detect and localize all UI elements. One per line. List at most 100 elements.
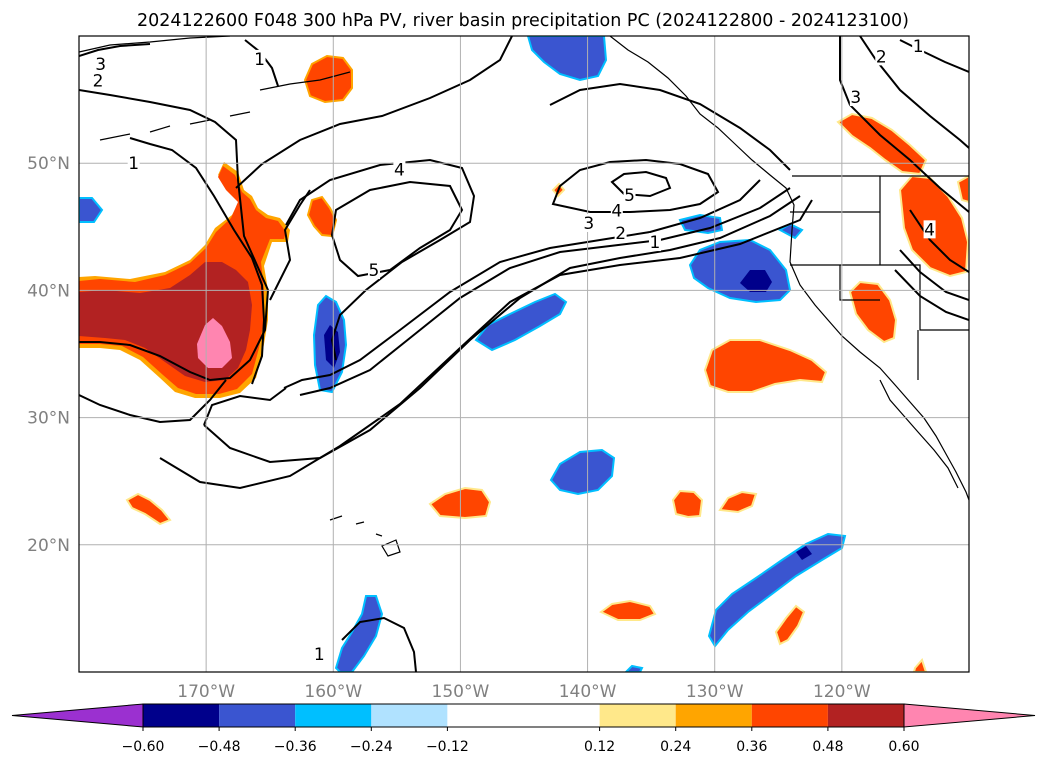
colorbar-segment bbox=[143, 704, 220, 727]
contour-label-background bbox=[367, 261, 380, 280]
colorbar-frame bbox=[142, 703, 905, 728]
baja-california-coastline bbox=[879, 379, 959, 489]
contour-label: 1 bbox=[254, 50, 265, 70]
pv-contour-line bbox=[79, 43, 151, 57]
contour-label-background bbox=[614, 224, 627, 243]
pv-contour-line bbox=[549, 82, 791, 171]
pv-contour-line bbox=[551, 158, 720, 213]
negative-anomaly-region bbox=[334, 595, 384, 672]
positive-anomaly-region bbox=[125, 492, 172, 526]
negative-anomaly-region bbox=[678, 213, 724, 235]
pv-contour-line bbox=[894, 209, 969, 321]
contour-label-background bbox=[923, 220, 936, 239]
pv-contour-line bbox=[899, 39, 969, 73]
colorbar-extend-high bbox=[903, 703, 1036, 728]
colorbar-tick-label: 0.60 bbox=[888, 739, 919, 755]
colorbar-tick-label: 0.36 bbox=[736, 739, 767, 755]
positive-anomaly-region bbox=[703, 339, 828, 393]
pv-contour-line bbox=[244, 39, 279, 87]
pv-contour-line bbox=[839, 36, 969, 213]
longitude-tick-label: 150°W bbox=[432, 682, 490, 702]
contour-label-background bbox=[875, 47, 888, 66]
latitude-tick-labels: 50°N 40°N 30°N 20°N bbox=[27, 154, 70, 556]
gridlines bbox=[79, 36, 969, 672]
negative-anomaly-region bbox=[474, 292, 568, 352]
longitude-tick-label: 130°W bbox=[686, 682, 744, 702]
colorbar-segment bbox=[599, 704, 676, 727]
contour-label-background bbox=[623, 186, 636, 204]
colorbar-extend-low bbox=[11, 703, 144, 728]
contour-label: 3 bbox=[95, 55, 106, 75]
colorbar-tick-label: −0.60 bbox=[122, 739, 165, 755]
contour-label: 4 bbox=[924, 220, 935, 240]
colorbar-tick-label: 0.24 bbox=[660, 739, 691, 755]
positive-anomaly-region bbox=[718, 490, 758, 514]
contour-label-background bbox=[253, 49, 266, 68]
contour-label: 4 bbox=[394, 161, 405, 181]
aleutian-islands bbox=[99, 111, 251, 141]
longitude-tick-label: 140°W bbox=[559, 682, 617, 702]
contour-label-background bbox=[610, 201, 623, 220]
contour-label: 5 bbox=[624, 186, 635, 206]
negative-anomaly-region bbox=[79, 197, 104, 223]
hawaii-islands bbox=[329, 515, 401, 557]
colorbar-segment bbox=[827, 704, 904, 727]
positive-anomaly-region bbox=[848, 280, 898, 344]
negative-anomaly-region bbox=[740, 270, 772, 292]
contour-label: 2 bbox=[876, 47, 887, 67]
negative-anomaly-region bbox=[624, 664, 644, 672]
colorbar-tick-label: −0.48 bbox=[198, 739, 241, 755]
contour-label: 1 bbox=[314, 645, 325, 665]
contour-label-background bbox=[582, 213, 595, 232]
pv-contour-line bbox=[283, 179, 761, 389]
contour-label: 3 bbox=[583, 214, 594, 234]
longitude-tick-label: 120°W bbox=[813, 682, 871, 702]
latitude-tick-label: 30°N bbox=[27, 409, 70, 429]
pv-contours bbox=[79, 36, 969, 672]
contour-label-background bbox=[393, 160, 406, 179]
latitude-tick-label: 40°N bbox=[27, 281, 70, 301]
colorbar-tick-label: 0.12 bbox=[584, 739, 615, 755]
contour-label-background bbox=[849, 88, 862, 107]
contour-label-background bbox=[912, 37, 925, 56]
pv-contour-line bbox=[285, 158, 476, 361]
contour-label-background bbox=[92, 71, 105, 90]
coastlines bbox=[79, 36, 969, 557]
chart-title: 2024122600 F048 300 hPa PV, river basin … bbox=[137, 11, 909, 31]
pv-contour-line bbox=[79, 379, 227, 424]
colorbar-segment bbox=[219, 704, 296, 727]
longitude-tick-label: 170°W bbox=[177, 682, 235, 702]
positive-anomaly-region bbox=[599, 599, 657, 621]
pv-contour-line bbox=[79, 89, 270, 382]
latitude-tick-label: 20°N bbox=[27, 536, 70, 556]
positive-anomaly-region bbox=[836, 112, 928, 176]
positive-anomaly-region bbox=[306, 195, 338, 238]
longitude-tick-label: 160°W bbox=[304, 682, 362, 702]
negative-anomaly-region bbox=[549, 448, 616, 496]
latitude-tick-label: 50°N bbox=[27, 154, 70, 174]
positive-anomaly-region bbox=[671, 489, 704, 519]
contour-label: 3 bbox=[850, 88, 861, 108]
negative-anomaly-region bbox=[796, 546, 812, 560]
colorbar-tick-label: −0.12 bbox=[426, 739, 469, 755]
pv-contour-line bbox=[203, 195, 801, 464]
state-borders bbox=[790, 176, 969, 380]
positive-anomaly-region bbox=[303, 54, 353, 104]
colorbar-tick-label: 0.48 bbox=[812, 739, 843, 755]
negative-anomaly-region bbox=[526, 36, 608, 82]
north-america-coastline bbox=[609, 36, 969, 501]
map-frame bbox=[78, 35, 970, 673]
contour-label: 1 bbox=[913, 37, 924, 57]
colorbar-tick-labels: −0.60 −0.48 −0.36 −0.24 −0.12 0.12 0.24 0.36 0.4… bbox=[122, 727, 920, 755]
pv-contour-line bbox=[269, 189, 311, 301]
contour-label-background bbox=[94, 54, 107, 73]
colorbar-segment bbox=[751, 704, 828, 727]
contour-label: 1 bbox=[650, 233, 661, 253]
precip-shading bbox=[79, 36, 969, 672]
contour-label: 1 bbox=[128, 154, 139, 174]
pv-contour-line bbox=[299, 187, 791, 396]
contour-label: 2 bbox=[615, 224, 626, 244]
longitude-tick-labels: 170°W 160°W 150°W 140°W 130°W 120°W bbox=[177, 682, 871, 702]
